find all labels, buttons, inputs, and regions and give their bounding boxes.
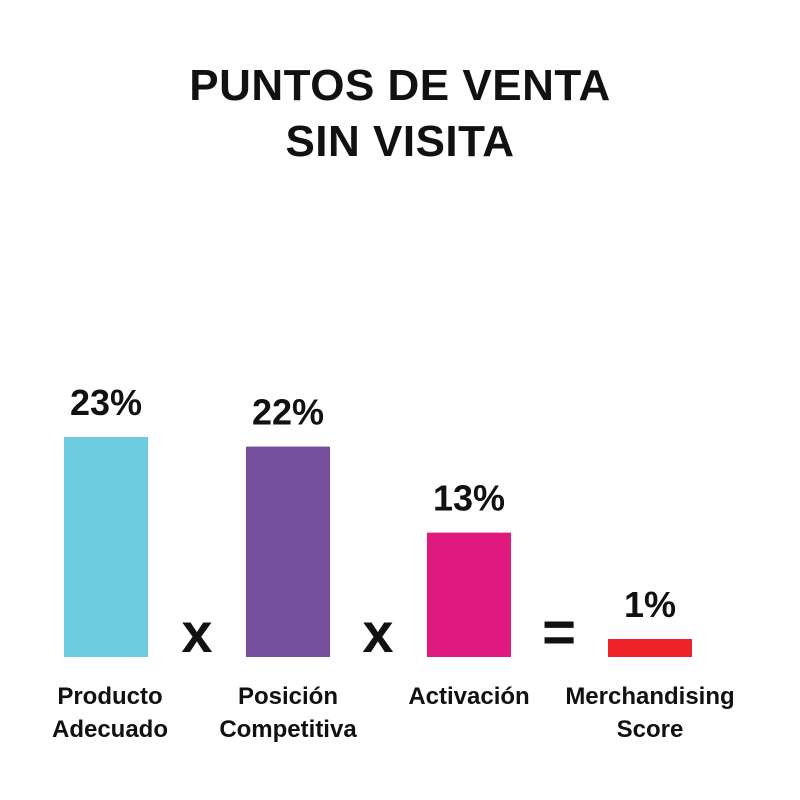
- data-label-3: 13%: [433, 478, 505, 519]
- data-label-1: 23%: [70, 382, 142, 423]
- category-label-4: Merchandising Score: [550, 680, 750, 746]
- data-label-4: 1%: [624, 584, 676, 625]
- category-label-1-line-2: Adecuado: [51, 716, 168, 743]
- chart-title: PUNTOS DE VENTA SIN VISITA: [0, 58, 800, 170]
- data-label-2: 22%: [252, 392, 324, 433]
- category-label-2-line-1: Posición: [237, 683, 339, 710]
- chart-title-line-1: PUNTOS DE VENTA: [189, 61, 611, 110]
- category-label-1: Producto Adecuado: [10, 680, 210, 746]
- category-label-2-line-2: Competitiva: [219, 716, 357, 743]
- bar-1: [64, 437, 148, 657]
- category-label-4-line-1: Merchandising: [565, 683, 735, 710]
- bar-2: [246, 446, 330, 657]
- operator-2: x: [362, 601, 393, 664]
- category-label-2: Posición Competitiva: [188, 680, 388, 746]
- operator-3: =: [542, 600, 576, 665]
- bar-3: [427, 532, 511, 657]
- operator-1: x: [181, 601, 212, 664]
- category-label-4-line-2: Score: [616, 716, 684, 743]
- category-label-1-line-1: Producto: [57, 683, 163, 710]
- chart-title-line-2: SIN VISITA: [285, 117, 515, 166]
- category-label-3-line-1: Activación: [408, 683, 530, 710]
- bar-4: [608, 639, 692, 657]
- category-label-3: Activación: [369, 680, 569, 713]
